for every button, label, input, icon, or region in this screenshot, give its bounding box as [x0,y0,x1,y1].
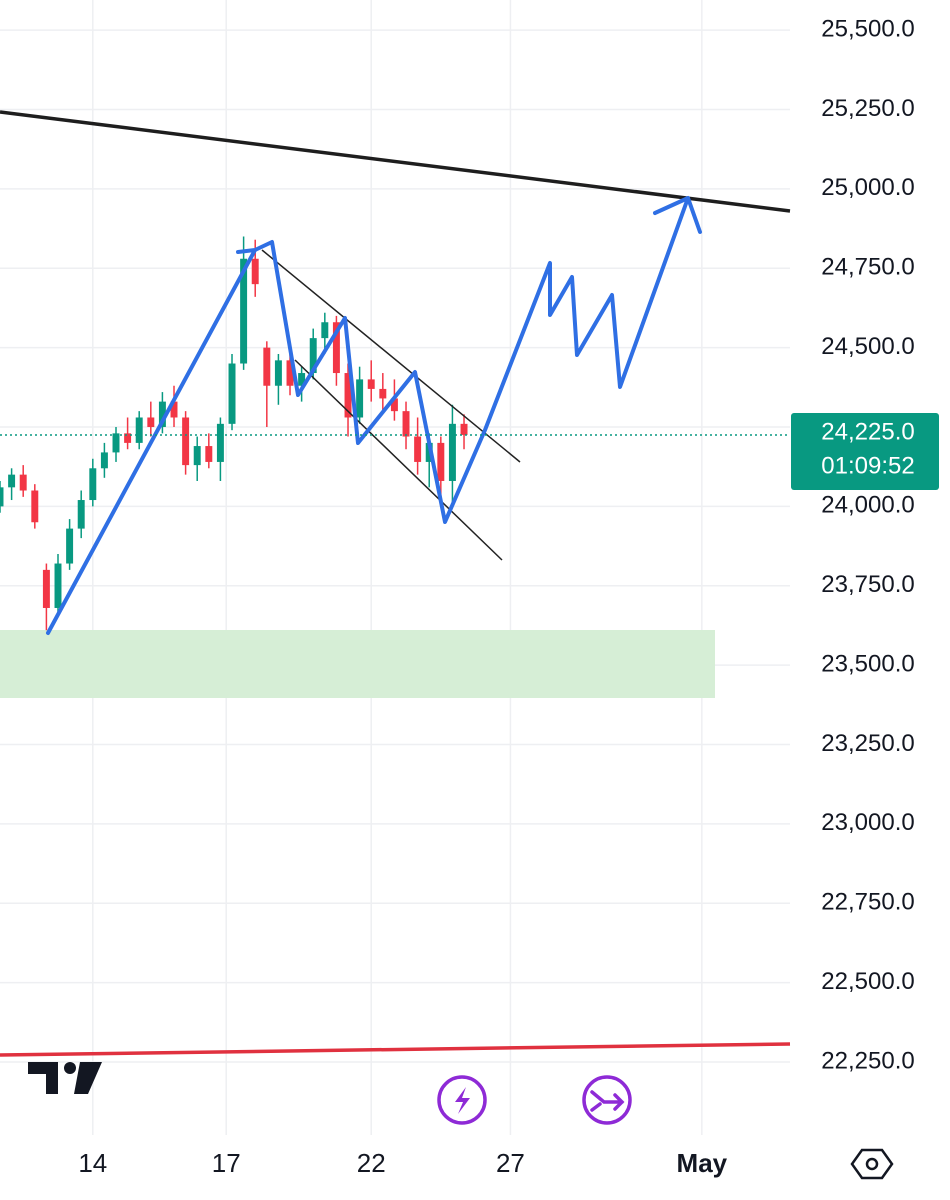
candle-body [367,379,375,389]
projection-path [46,196,702,635]
candle-body [193,446,201,466]
candle-body [263,347,271,386]
y-tick-label: 24,750.0 [821,254,914,281]
y-tick-label: 22,250.0 [821,1047,914,1074]
candle-body [251,258,259,285]
candle-body [77,500,85,529]
candle-body [112,433,120,453]
y-tick-label: 24,500.0 [821,333,914,360]
candle-body [66,528,74,564]
candle-body [31,490,39,523]
y-tick-label: 25,500.0 [821,16,914,43]
candle-body [216,423,224,462]
candle-body [182,417,190,466]
demand-zone [0,630,715,698]
candle-body [298,373,306,386]
candle-body [460,423,468,435]
candle-body [379,388,387,399]
candle-body [170,401,178,418]
candles [0,236,468,631]
grid [0,0,790,1135]
x-tick-label: 27 [496,1148,525,1178]
candle-body [147,417,155,428]
lightning-button[interactable] [437,1075,487,1125]
candle-body [42,569,50,608]
candle-body [158,401,166,428]
candle-body [19,474,27,491]
y-tick-label: 24,000.0 [821,492,914,519]
candle-body [8,474,16,488]
y-tick-label: 23,750.0 [821,571,914,598]
candle-body [390,398,398,412]
candle-body [274,360,282,386]
axes: 22,250.0 22,500.0 22,750.0 23,000.0 23,250.0… [0,16,939,1178]
y-tick-label: 23,500.0 [821,650,914,677]
replay-button[interactable] [582,1075,632,1125]
candle-body [437,442,445,481]
candle-body [89,468,97,501]
x-tick-label: 17 [212,1148,241,1178]
candle-body [448,423,456,481]
candle-body [54,563,62,608]
countdown-label: 01:09:52 [821,452,914,479]
last-price-label: 24,225.0 [821,418,914,445]
candle-body [356,379,364,418]
candle-body [309,338,317,374]
y-tick-label: 22,500.0 [821,968,914,995]
candle-body [100,452,108,469]
candle-body [0,487,4,507]
candle-body [205,446,213,462]
candle-body [414,436,422,462]
x-tick-label: May [677,1148,728,1178]
channel-lower [294,359,503,561]
candle-body [332,322,340,374]
y-tick-label: 23,250.0 [821,730,914,757]
y-tick-label: 25,250.0 [821,95,914,122]
candle-body [240,258,248,364]
candle-body [228,363,236,424]
y-tick-label: 22,750.0 [821,889,914,916]
support-line [0,1042,791,1057]
y-tick-label: 23,000.0 [821,809,914,836]
candle-body [124,433,132,443]
candle-body [321,322,329,339]
last-price-box [791,412,939,490]
y-tick-label: 25,000.0 [821,174,914,201]
resistance-line [0,110,791,213]
x-tick-label: 22 [357,1148,386,1178]
settings-button[interactable] [850,1148,894,1180]
tradingview-logo [28,1062,102,1094]
x-tick-label: 14 [78,1148,107,1178]
candle-body [344,373,352,418]
channel-upper [261,249,521,463]
candle-body [286,360,294,386]
candle-body [135,417,143,443]
candle-body [402,411,410,437]
